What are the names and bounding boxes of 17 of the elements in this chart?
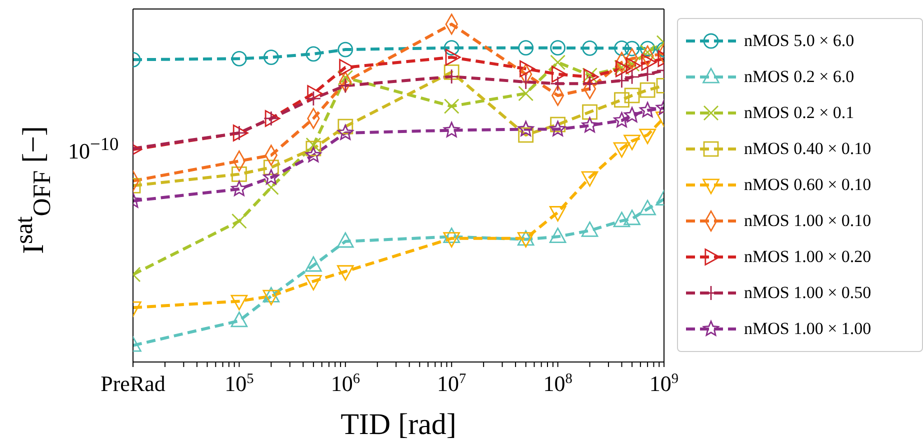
- x-tick-label: 10$^{6}$: [330, 371, 360, 396]
- legend-label: nMOS 1.00 × 0.10: [744, 211, 872, 231]
- x-tick-label: PreRad: [100, 371, 166, 396]
- x-axis-title: TID [rad]: [340, 408, 456, 441]
- x-tick-label: 10$^{7}$: [437, 371, 466, 396]
- legend-label: nMOS 0.2 × 0.1: [744, 103, 854, 123]
- legend-label: nMOS 0.60 × 0.10: [744, 175, 872, 195]
- legend-label: nMOS 1.00 × 1.00: [744, 319, 872, 339]
- x-tick-label: 10$^{5}$: [224, 371, 254, 396]
- legend-label: nMOS 0.40 × 0.10: [744, 139, 872, 159]
- x-tick-label: 10$^{8}$: [543, 371, 572, 396]
- legend-label: nMOS 1.00 × 0.50: [744, 283, 872, 303]
- legend-label: nMOS 0.2 × 6.0: [744, 67, 854, 87]
- x-tick-label: 10$^{9}$: [649, 371, 679, 396]
- legend-label: nMOS 5.0 × 6.0: [744, 31, 854, 51]
- legend-label: nMOS 1.00 × 0.20: [744, 247, 872, 267]
- text: 10$^{−10}$: [68, 134, 119, 164]
